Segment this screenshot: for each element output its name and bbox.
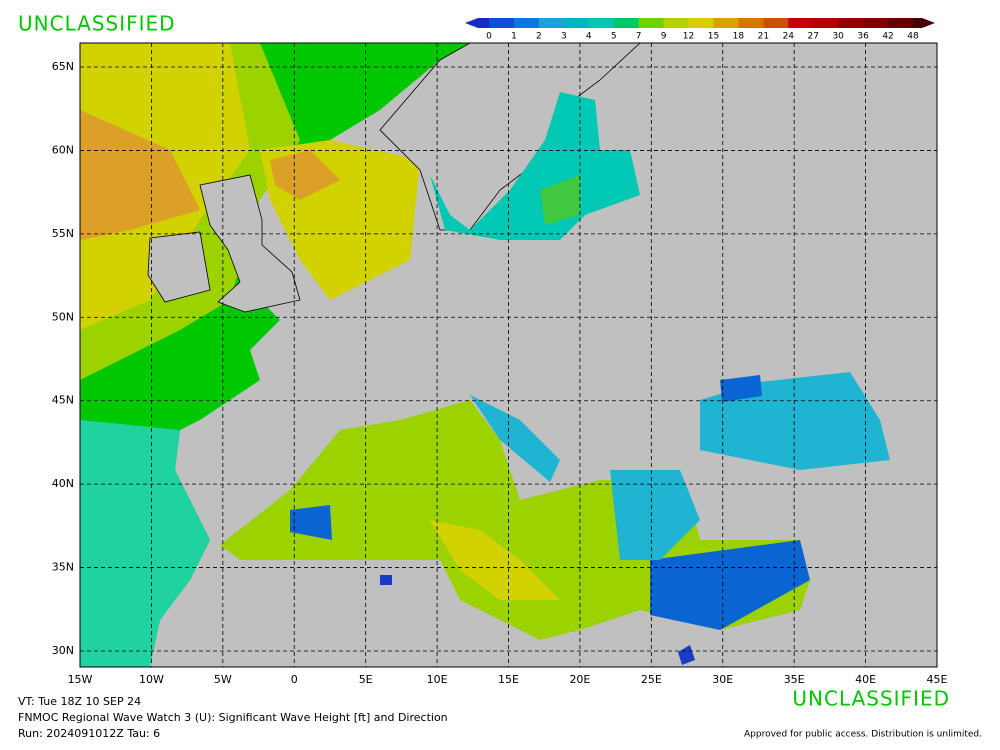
colorbar-label: 36 — [857, 32, 869, 42]
grid — [79, 43, 938, 667]
colorbar-label: 0 — [486, 32, 492, 42]
lon-label: 40E — [855, 673, 876, 686]
colorbar-label: 2 — [536, 32, 542, 42]
lon-label: 30E — [712, 673, 733, 686]
lat-label: 50N — [52, 310, 74, 323]
lon-label: 15E — [498, 673, 519, 686]
colorbar-label: 27 — [808, 32, 819, 42]
map-frame — [79, 42, 938, 668]
aegean — [610, 470, 700, 560]
classification-bottom: UNCLASSIFIED — [792, 687, 950, 711]
lon-label: 10W — [139, 673, 164, 686]
valid-time: VT: Tue 18Z 10 SEP 24 — [18, 695, 141, 708]
lake — [678, 645, 695, 665]
east-med — [650, 540, 810, 630]
lon-label: 5W — [214, 673, 232, 686]
lon-label: 15W — [68, 673, 93, 686]
lat-label: 35N — [52, 561, 74, 574]
colorbar-label: 24 — [783, 32, 795, 42]
azov-sea — [720, 375, 762, 402]
lon-label: 0 — [291, 673, 298, 686]
colorbar-segment — [663, 18, 690, 28]
alboran — [290, 505, 332, 540]
lon-label: 25E — [641, 673, 662, 686]
colorbar-end — [465, 18, 489, 28]
colorbar-segment — [613, 18, 640, 28]
colorbar-label: 5 — [611, 32, 617, 42]
lon-label: 5E — [359, 673, 373, 686]
colorbar-label: 12 — [683, 32, 694, 42]
colorbar-label: 9 — [661, 32, 667, 42]
scandinavia — [379, 42, 642, 231]
colorbar-segment — [738, 18, 764, 28]
colorbar-segment — [763, 18, 789, 28]
colorbar-segment — [813, 18, 839, 28]
sea-band — [80, 110, 200, 240]
colorbar-label: 4 — [586, 32, 592, 42]
colorbar-end — [913, 18, 935, 28]
map — [79, 42, 938, 668]
colorbar-segment — [688, 18, 714, 28]
colorbar-segment — [489, 18, 515, 28]
sea-band — [80, 420, 210, 667]
lat-label: 60N — [52, 143, 74, 156]
colorbar-label: 30 — [832, 32, 844, 42]
adriatic — [470, 395, 560, 482]
baltic-core — [540, 175, 580, 225]
colorbar-label: 18 — [733, 32, 745, 42]
ireland — [147, 231, 211, 303]
colorbar-segment — [838, 18, 864, 28]
classification-top: UNCLASSIFIED — [18, 12, 176, 36]
colorbar-label: 42 — [882, 32, 893, 42]
colorbar-label: 1 — [511, 32, 517, 42]
britain — [199, 174, 301, 313]
run-info: Run: 2024091012Z Tau: 6 — [18, 727, 160, 740]
colorbar-segment — [513, 18, 540, 28]
colorbar-label: 48 — [907, 32, 919, 42]
lat-label: 40N — [52, 477, 74, 490]
colorbar-label: 7 — [636, 32, 642, 42]
colorbar-segment — [788, 18, 814, 28]
colorbar-label: 15 — [708, 32, 719, 42]
colorbar-label: 21 — [758, 32, 769, 42]
baltic-sea — [430, 92, 640, 240]
disclaimer: Approved for public access. Distribution… — [744, 730, 982, 740]
lon-label: 45E — [927, 673, 948, 686]
med-band — [430, 520, 560, 600]
colorbar-label: 3 — [561, 32, 567, 42]
colorbar-segment — [638, 18, 665, 28]
lake — [380, 575, 392, 585]
lat-label: 45N — [52, 394, 74, 407]
colorbar-segment — [588, 18, 615, 28]
colorbar-segment — [888, 18, 914, 28]
lon-label: 35E — [784, 673, 805, 686]
lon-label: 10E — [427, 673, 448, 686]
lon-label: 20E — [569, 673, 590, 686]
colorbar: 0 1 2 3 4 5 7 9 12 15 18 21 24 27 30 36 42 48 — [465, 18, 935, 42]
colorbar-segment — [563, 18, 590, 28]
product-title: FNMOC Regional Wave Watch 3 (U): Signifi… — [18, 711, 448, 724]
north-sea-peak — [270, 150, 340, 200]
lat-label: 30N — [52, 644, 74, 657]
colorbar-segment — [713, 18, 739, 28]
lat-label: 55N — [52, 227, 74, 240]
colorbar-segment — [538, 18, 565, 28]
lat-label: 65N — [52, 60, 74, 73]
colorbar-segment — [863, 18, 889, 28]
